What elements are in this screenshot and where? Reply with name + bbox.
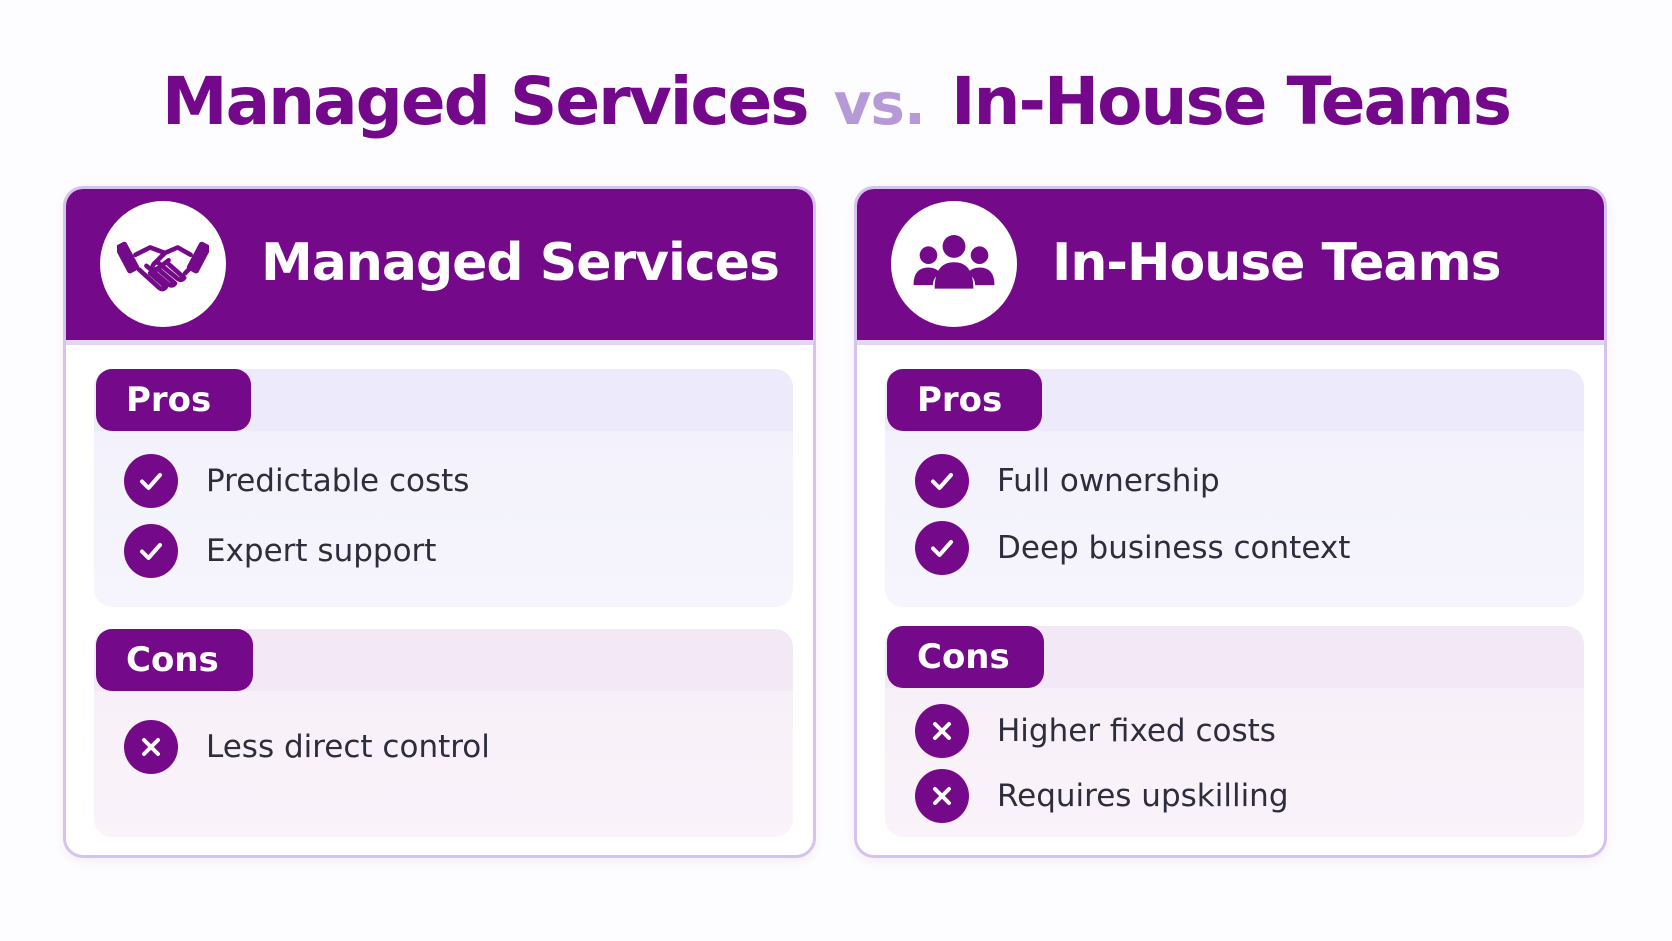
x-icon [915, 704, 969, 758]
managed-services-card: Managed Services Pros Predictable costs … [63, 186, 816, 858]
pros-label: Pros [887, 369, 1042, 431]
list-item: Higher fixed costs [915, 703, 1276, 759]
check-icon [915, 454, 969, 508]
list-item: Less direct control [124, 719, 490, 775]
list-item: Predictable costs [124, 453, 469, 509]
item-text: Deep business context [997, 530, 1351, 566]
item-text: Expert support [206, 533, 437, 569]
check-icon [124, 524, 178, 578]
cons-section: Cons Higher fixed costs Requires upskill… [885, 626, 1584, 837]
pros-label: Pros [96, 369, 251, 431]
card-title: In-House Teams [1052, 233, 1502, 293]
card-header: In-House Teams [857, 189, 1604, 345]
x-icon [124, 720, 178, 774]
cons-label: Cons [96, 629, 253, 691]
title-vs: vs. [833, 70, 926, 138]
item-text: Full ownership [997, 463, 1220, 499]
x-icon [915, 769, 969, 823]
list-item: Deep business context [915, 520, 1350, 576]
title-left: Managed Services [161, 63, 810, 140]
item-text: Predictable costs [206, 463, 470, 499]
page-title: Managed Services vs. In-House Teams [0, 58, 1672, 148]
list-item: Requires upskilling [915, 768, 1289, 824]
title-right: In-House Teams [950, 63, 1512, 140]
check-icon [915, 521, 969, 575]
check-icon [124, 454, 178, 508]
item-text: Requires upskilling [997, 778, 1289, 814]
in-house-teams-card: In-House Teams Pros Full ownership Deep … [854, 186, 1607, 858]
cons-label: Cons [887, 626, 1044, 688]
handshake-icon [100, 201, 226, 327]
card-header: Managed Services [66, 189, 813, 345]
pros-section: Pros Full ownership Deep business contex… [885, 369, 1584, 607]
item-text: Higher fixed costs [997, 713, 1276, 749]
cons-section: Cons Less direct control [94, 629, 793, 837]
list-item: Expert support [124, 523, 436, 579]
team-icon [891, 201, 1017, 327]
pros-section: Pros Predictable costs Expert support [94, 369, 793, 607]
card-title: Managed Services [261, 233, 780, 293]
item-text: Less direct control [206, 729, 490, 765]
list-item: Full ownership [915, 453, 1220, 509]
